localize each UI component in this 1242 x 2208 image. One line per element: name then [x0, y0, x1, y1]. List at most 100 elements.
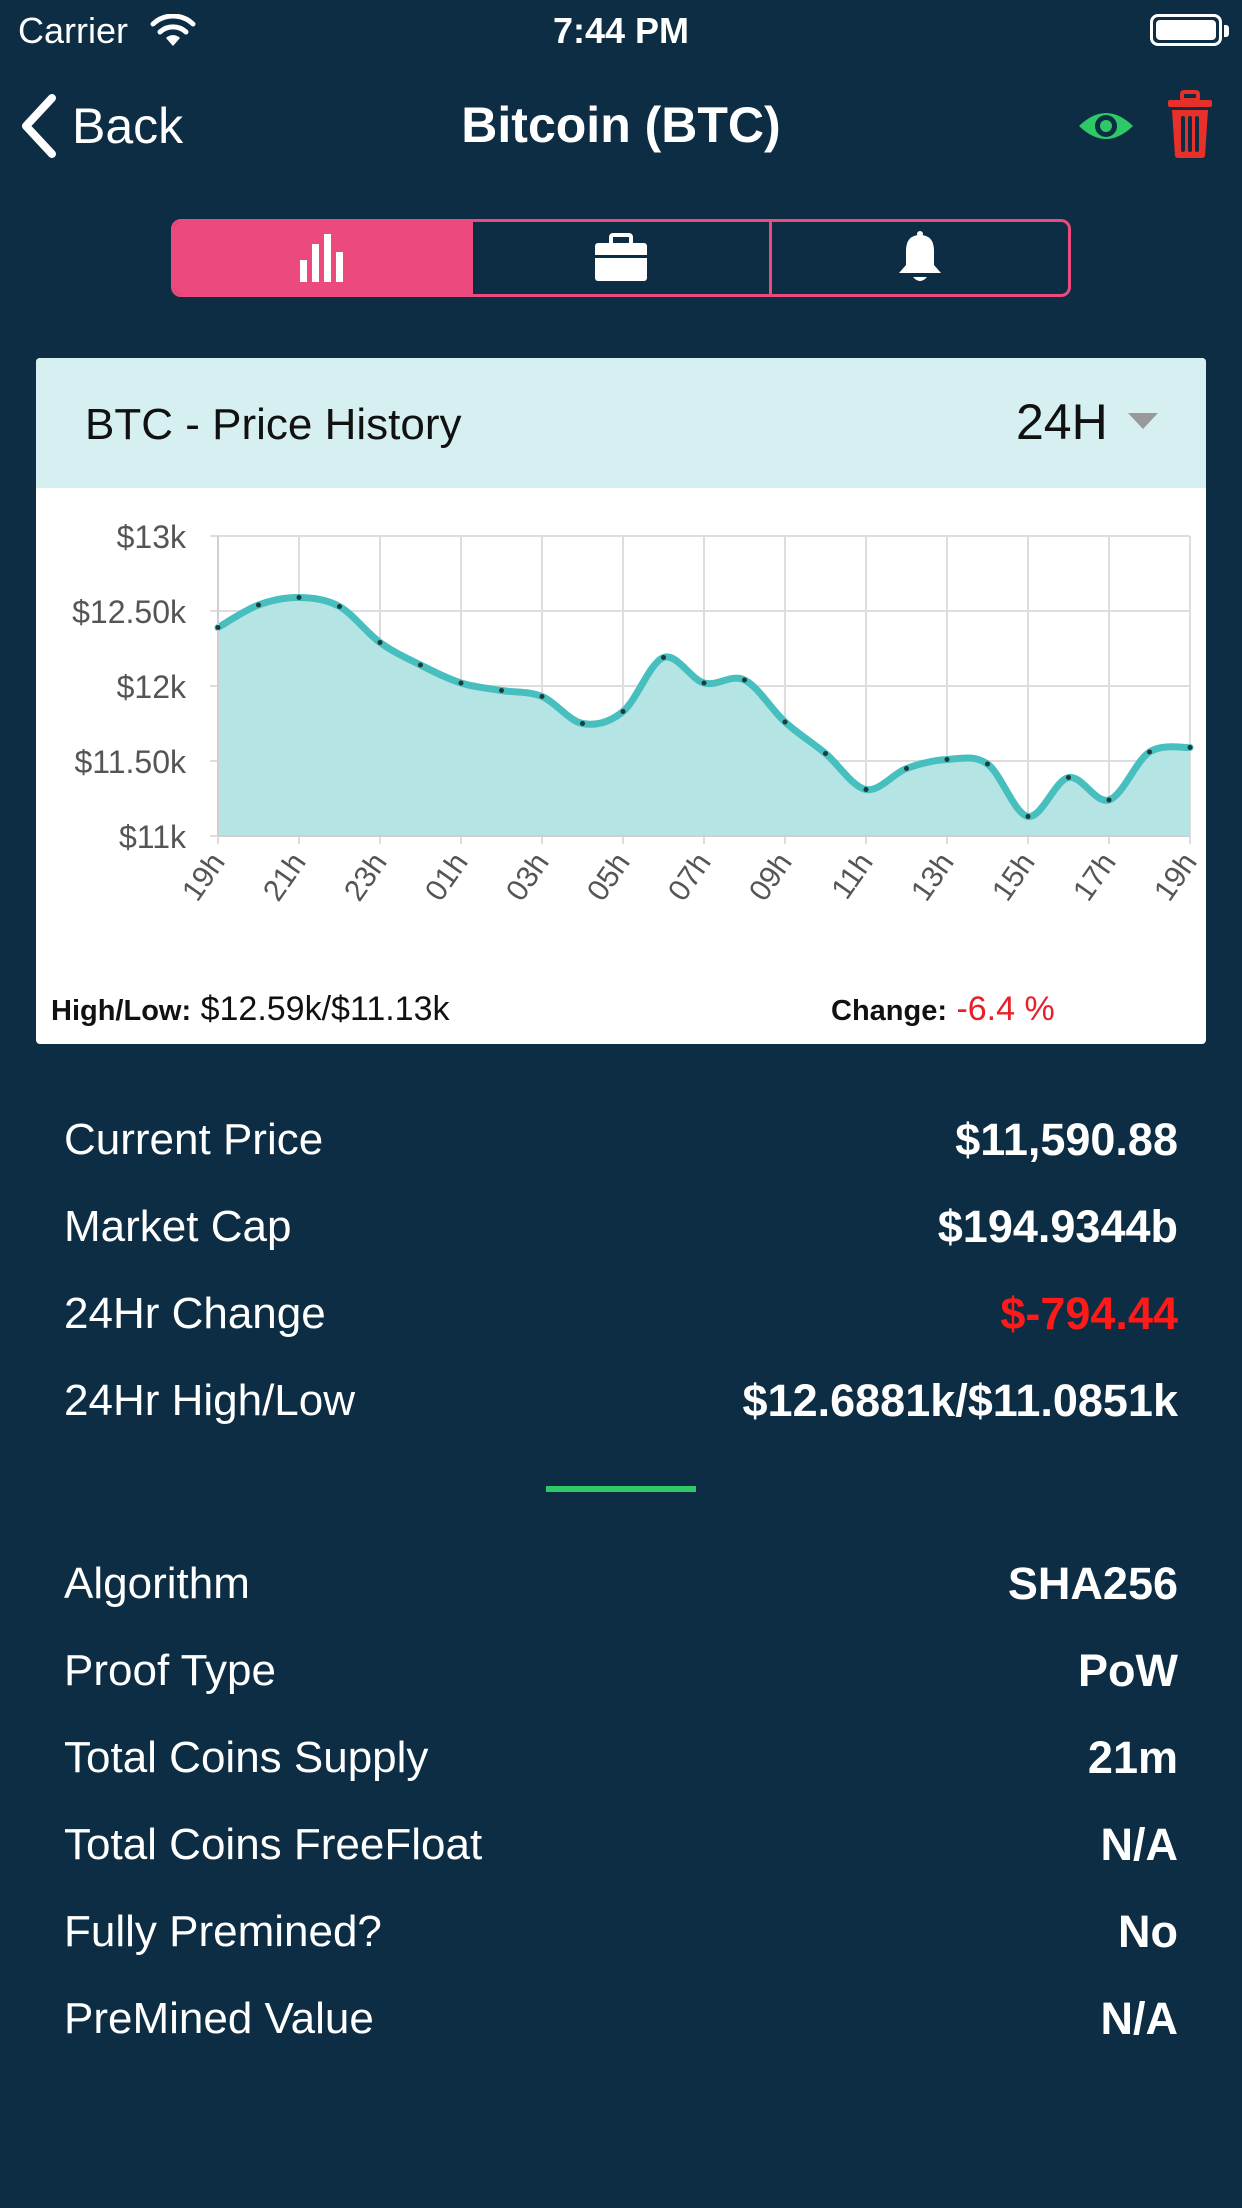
x-tick-label: 21h [257, 847, 313, 907]
info-value: N/A [1100, 1819, 1179, 1870]
tab-portfolio[interactable] [473, 222, 772, 294]
x-tick-label: 03h [500, 847, 556, 907]
info-label: Proof Type [64, 1646, 276, 1695]
high-low-value: $12.59k/$11.13k [200, 990, 450, 1028]
data-point [215, 625, 221, 630]
data-point [337, 604, 342, 609]
data-point [418, 662, 423, 668]
status-bar: Carrier 7:44 PM [0, 0, 1242, 60]
view-segmented-control [171, 219, 1071, 297]
x-tick-label: 11h [825, 847, 879, 905]
price-area [218, 597, 1190, 836]
data-point [823, 751, 828, 756]
x-tick-label: 09h [743, 847, 799, 907]
info-row-premined-value: PreMined Value N/A [64, 1984, 1178, 2054]
range-dropdown[interactable]: 24H [1016, 392, 1158, 452]
price-history-card: BTC - Price History 24H $13k $12.50k $12k $… [36, 358, 1206, 1044]
y-tick-label: $12.50k [72, 594, 187, 630]
stat-row-24hr-change: 24Hr Change $-794.44 [64, 1279, 1178, 1349]
data-point [377, 640, 383, 645]
info-row-proof-type: Proof Type PoW [64, 1636, 1178, 1706]
data-point [701, 680, 707, 686]
data-point [580, 721, 585, 726]
tab-alerts[interactable] [772, 222, 1068, 294]
stat-label: Current Price [64, 1115, 324, 1164]
eye-icon [1079, 113, 1133, 139]
data-point [863, 787, 869, 792]
briefcase-icon [595, 233, 647, 281]
chevron-left-icon [22, 94, 56, 158]
back-label: Back [72, 98, 184, 154]
battery-icon [1150, 14, 1229, 46]
stat-value: $194.9344b [937, 1201, 1178, 1252]
card-header: BTC - Price History 24H [36, 358, 1206, 488]
caret-down-icon [1127, 413, 1158, 429]
data-point [1025, 814, 1031, 819]
info-value: N/A [1100, 1993, 1179, 2044]
change-summary: Change: -6.4 % [831, 990, 1055, 1029]
bar-chart-icon [300, 234, 343, 282]
stat-label: 24Hr High/Low [64, 1376, 356, 1425]
data-point [1106, 797, 1112, 803]
data-point [256, 602, 261, 608]
info-row-freefloat: Total Coins FreeFloat N/A [64, 1810, 1178, 1880]
info-label: PreMined Value [64, 1994, 374, 2043]
info-value: 21m [1087, 1732, 1178, 1783]
info-value: PoW [1078, 1645, 1178, 1696]
info-row-algorithm: Algorithm SHA256 [64, 1549, 1178, 1619]
data-point [1147, 749, 1152, 755]
data-point [1187, 745, 1193, 750]
chart-title: BTC - Price History [85, 400, 462, 449]
data-point [1066, 775, 1071, 780]
x-tick-label: 19h [1148, 847, 1204, 907]
x-tick-label: 07h [662, 847, 718, 907]
info-label: Total Coins FreeFloat [64, 1820, 483, 1869]
stat-value: $11,590.88 [955, 1114, 1178, 1165]
data-point [782, 719, 788, 725]
data-point [985, 761, 990, 767]
status-time: 7:44 PM [552, 10, 690, 51]
high-low-summary: High/Low: $12.59k/$11.13k [51, 990, 450, 1029]
x-tick-label: 15h [986, 847, 1042, 907]
data-point [620, 709, 626, 714]
info-row-fully-premined: Fully Premined? No [64, 1897, 1178, 1967]
stat-label: Market Cap [64, 1202, 292, 1251]
nav-bar: Back Bitcoin (BTC) [0, 76, 1242, 176]
range-value: 24H [1016, 394, 1108, 450]
stat-value: $12.6881k/$11.0851k [742, 1375, 1178, 1426]
y-tick-label: $11.50k [75, 744, 188, 780]
back-button[interactable]: Back [20, 90, 183, 162]
data-point [458, 680, 464, 686]
section-divider [546, 1486, 696, 1492]
info-row-total-supply: Total Coins Supply 21m [64, 1723, 1178, 1793]
stat-row-current-price: Current Price $11,590.88 [64, 1105, 1178, 1175]
watch-button[interactable] [1076, 96, 1136, 156]
info-value: SHA256 [1007, 1558, 1178, 1609]
delete-button[interactable] [1166, 90, 1214, 160]
tab-chart[interactable] [174, 222, 473, 294]
data-point [661, 655, 666, 660]
data-point [296, 595, 302, 600]
bell-icon [899, 231, 941, 281]
data-point [944, 757, 950, 762]
change-label: Change: [831, 995, 947, 1027]
y-tick-label: $11k [119, 819, 187, 855]
info-label: Total Coins Supply [64, 1733, 429, 1782]
data-point [742, 677, 747, 683]
change-value: -6.4 % [956, 990, 1055, 1028]
stat-value: $-794.44 [1000, 1288, 1178, 1339]
x-tick-label: 01h [419, 847, 475, 907]
data-point [499, 688, 504, 693]
info-label: Algorithm [64, 1559, 250, 1608]
x-tick-label: 17h [1067, 847, 1123, 907]
info-label: Fully Premined? [64, 1907, 382, 1956]
info-value: No [1118, 1906, 1178, 1957]
y-tick-label: $13k [117, 519, 187, 555]
stat-label: 24Hr Change [64, 1289, 326, 1338]
carrier-label: Carrier [18, 10, 129, 51]
y-tick-label: $12k [117, 669, 187, 705]
page-title: Bitcoin (BTC) [461, 97, 781, 153]
x-tick-label: 19h [176, 847, 232, 907]
x-tick-label: 13h [905, 847, 961, 907]
